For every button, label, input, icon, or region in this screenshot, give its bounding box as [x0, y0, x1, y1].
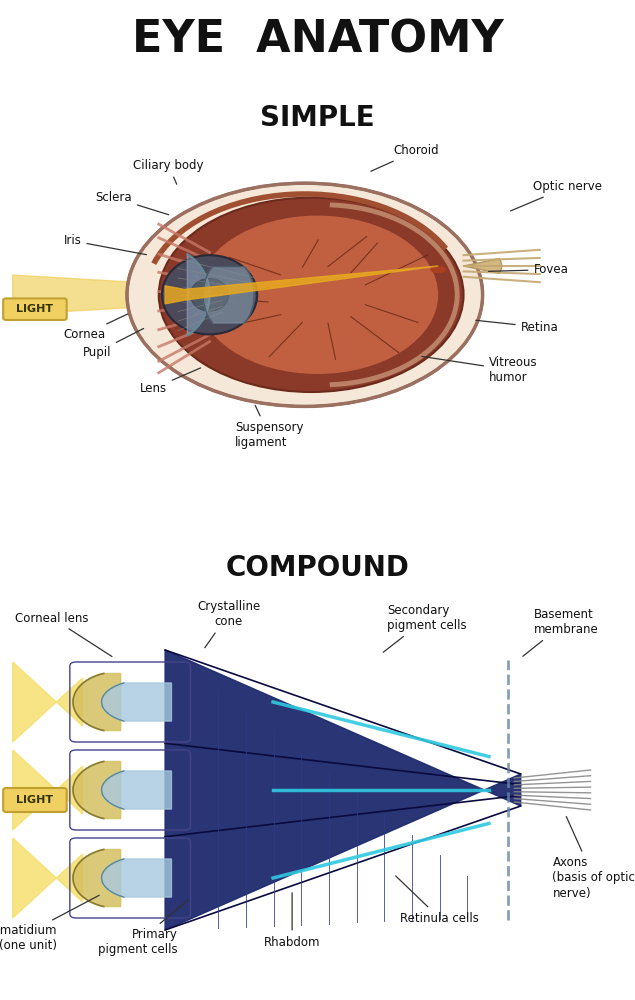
Polygon shape [102, 859, 171, 897]
Polygon shape [73, 849, 121, 907]
Text: Lens: Lens [140, 368, 201, 395]
Ellipse shape [197, 216, 438, 374]
Polygon shape [102, 683, 171, 721]
Polygon shape [13, 275, 165, 315]
Text: Retina: Retina [476, 320, 558, 334]
Polygon shape [13, 662, 83, 742]
Ellipse shape [431, 266, 446, 273]
Text: Retinula cells: Retinula cells [396, 876, 479, 924]
Text: Ommatidium
(one unit): Ommatidium (one unit) [0, 895, 99, 952]
Text: Optic nerve: Optic nerve [511, 180, 603, 211]
Text: EYE  ANATOMY: EYE ANATOMY [131, 18, 504, 62]
Polygon shape [165, 266, 438, 304]
Text: Crystalline
cone: Crystalline cone [197, 600, 260, 648]
Text: SIMPLE: SIMPLE [260, 104, 375, 131]
Polygon shape [187, 254, 210, 335]
Text: Ciliary body: Ciliary body [133, 159, 204, 184]
Text: LIGHT: LIGHT [17, 795, 53, 805]
Polygon shape [73, 761, 121, 819]
Polygon shape [165, 650, 521, 930]
Text: Suspensory
ligament: Suspensory ligament [235, 405, 304, 449]
Text: Vitreous
humor: Vitreous humor [422, 356, 538, 384]
Text: LIGHT: LIGHT [17, 304, 53, 314]
Text: Primary
pigment cells: Primary pigment cells [98, 900, 189, 956]
Wedge shape [464, 259, 502, 273]
Polygon shape [203, 267, 254, 323]
Text: Iris: Iris [64, 234, 147, 255]
Ellipse shape [190, 279, 229, 311]
Text: Pupil: Pupil [83, 328, 144, 359]
Polygon shape [13, 838, 83, 918]
Text: Fovea: Fovea [488, 263, 568, 276]
FancyBboxPatch shape [3, 788, 67, 812]
Ellipse shape [159, 198, 464, 392]
Text: Secondary
pigment cells: Secondary pigment cells [383, 604, 467, 652]
Polygon shape [102, 771, 171, 809]
Text: Axons
(basis of optic
nerve): Axons (basis of optic nerve) [552, 817, 635, 900]
Polygon shape [13, 750, 83, 830]
Text: COMPOUND: COMPOUND [225, 554, 410, 582]
Polygon shape [73, 673, 121, 731]
FancyBboxPatch shape [3, 298, 67, 320]
Text: Basement
membrane: Basement membrane [523, 608, 598, 656]
Ellipse shape [162, 255, 257, 334]
Ellipse shape [127, 183, 483, 406]
Text: Cornea: Cornea [64, 314, 128, 341]
Text: Corneal lens: Corneal lens [15, 611, 112, 656]
Text: Rhabdom: Rhabdom [264, 893, 320, 948]
Text: Sclera: Sclera [95, 191, 169, 215]
Text: Choroid: Choroid [371, 144, 439, 171]
